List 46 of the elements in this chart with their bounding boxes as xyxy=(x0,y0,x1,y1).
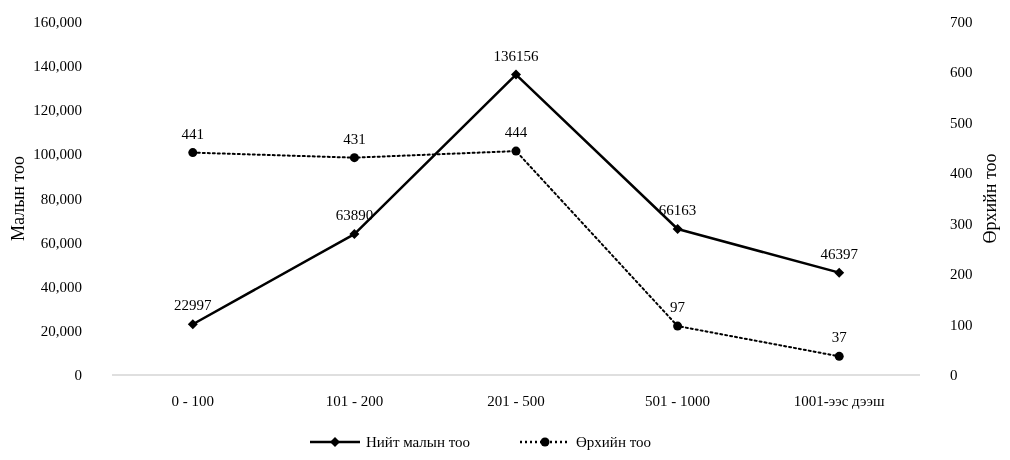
y-tick-label: 160,000 xyxy=(33,14,82,30)
data-label: 46397 xyxy=(820,245,859,262)
point xyxy=(188,148,198,158)
legend-label: Нийт малын тоо xyxy=(366,434,471,450)
y2-tick-label: 0 xyxy=(950,367,958,383)
y-tick-label: 0 xyxy=(74,367,82,383)
y-axis-title: Малын тоо xyxy=(8,156,28,241)
y-tick-label: 100,000 xyxy=(33,146,82,163)
data-label: 66163 xyxy=(658,202,697,219)
y2-tick-label: 600 xyxy=(950,64,973,81)
y-tick-label: 80,000 xyxy=(40,190,82,207)
point xyxy=(511,69,521,80)
point xyxy=(834,351,844,361)
y2-tick-label: 100 xyxy=(950,316,973,333)
data-label: 136156 xyxy=(493,47,539,64)
y-tick-label: 140,000 xyxy=(33,58,82,75)
x-tick-label: 101 - 200 xyxy=(325,393,384,409)
point xyxy=(673,321,683,331)
y-tick-label: 40,000 xyxy=(40,278,82,295)
y-tick-label: 120,000 xyxy=(33,102,82,119)
data-label: 22997 xyxy=(174,297,213,314)
point xyxy=(511,146,521,156)
y2-axis-title: Өрхийн тоо xyxy=(980,153,1000,244)
point xyxy=(349,229,360,240)
y-tick-label: 20,000 xyxy=(40,322,82,339)
y2-tick-label: 500 xyxy=(950,114,973,131)
x-tick-label: 501 - 1000 xyxy=(645,393,711,409)
x-tick-label: 1001-ээс дээш xyxy=(793,393,885,409)
point xyxy=(834,267,845,278)
legend-label: Өрхийн тоо xyxy=(576,434,652,450)
data-label: 431 xyxy=(343,130,366,147)
y-tick-label: 60,000 xyxy=(40,234,82,251)
data-label: 444 xyxy=(504,124,528,141)
y2-tick-label: 200 xyxy=(950,266,973,283)
y2-tick-label: 400 xyxy=(950,165,973,182)
data-label: 37 xyxy=(831,329,848,346)
point xyxy=(672,224,683,235)
y2-tick-label: 700 xyxy=(950,14,973,30)
x-tick-label: 201 - 500 xyxy=(487,393,545,409)
data-label: 441 xyxy=(181,125,205,142)
y2-tick-label: 300 xyxy=(950,215,973,232)
point xyxy=(349,153,359,163)
data-label: 97 xyxy=(670,299,686,316)
point xyxy=(187,319,198,330)
x-tick-label: 0 - 100 xyxy=(171,393,215,409)
data-label: 63890 xyxy=(335,207,374,224)
